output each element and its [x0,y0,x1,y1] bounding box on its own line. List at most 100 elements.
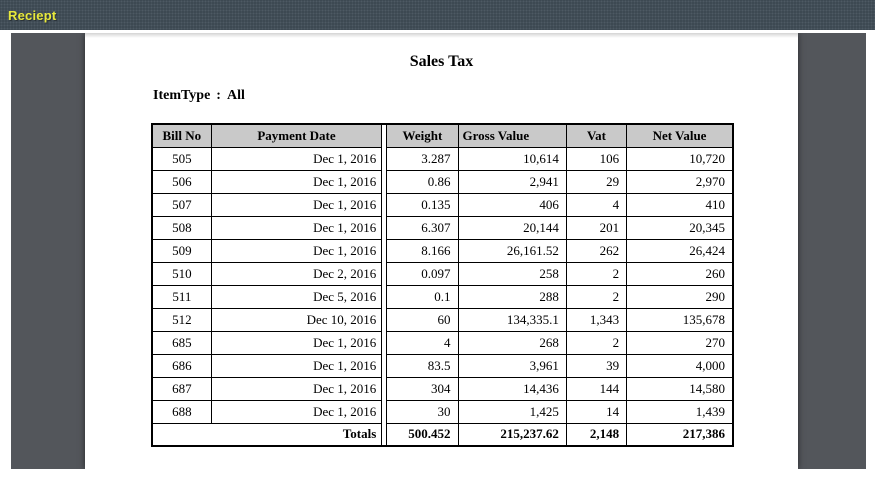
cell-net-value: 2,970 [626,169,734,194]
table-row: 688 Dec 1, 2016 30 1,425 14 1,439 [151,399,734,424]
cell-weight: 3.287 [386,146,459,171]
cell-payment-date: Dec 1, 2016 [210,169,383,194]
table-row: 687 Dec 1, 2016 304 14,436 144 14,580 [151,376,734,401]
cell-bill-no: 505 [151,146,212,171]
cell-bill-no: 688 [151,399,212,424]
cell-payment-date: Dec 1, 2016 [210,330,383,355]
totals-gross-value: 215,237.62 [457,422,567,447]
cell-gross-value: 10,614 [457,146,567,171]
filter-label: ItemType [153,88,211,103]
table-row: 685 Dec 1, 2016 4 268 2 270 [151,330,734,355]
cell-gross-value: 20,144 [457,215,567,240]
cell-bill-no: 687 [151,376,212,401]
table-row: 507 Dec 1, 2016 0.135 406 4 410 [151,192,734,217]
cell-net-value: 14,580 [626,376,734,401]
sales-tax-table: Bill No Payment Date Weight Gross Value … [151,123,734,447]
cell-gross-value: 3,961 [457,353,567,378]
table-row: 511 Dec 5, 2016 0.1 288 2 290 [151,284,734,309]
cell-weight: 30 [386,399,459,424]
cell-net-value: 410 [626,192,734,217]
column-header-net-value: Net Value [626,123,734,148]
cell-payment-date: Dec 1, 2016 [210,215,383,240]
cell-net-value: 20,345 [626,215,734,240]
column-header-vat: Vat [565,123,628,148]
window-titlebar[interactable]: Reciept [0,0,875,30]
cell-bill-no: 506 [151,169,212,194]
cell-net-value: 4,000 [626,353,734,378]
cell-gross-value: 14,436 [457,376,567,401]
cell-payment-date: Dec 1, 2016 [210,399,383,424]
cell-vat: 144 [565,376,628,401]
filter-separator: : [216,88,221,103]
cell-weight: 0.1 [386,284,459,309]
cell-weight: 60 [386,307,459,332]
totals-weight: 500.452 [386,422,459,447]
cell-weight: 4 [386,330,459,355]
cell-payment-date: Dec 1, 2016 [210,238,383,263]
column-header-gross-value: Gross Value [457,123,567,148]
item-type-filter: ItemType: All [153,88,245,104]
cell-bill-no: 507 [151,192,212,217]
cell-weight: 83.5 [386,353,459,378]
table-body: 505 Dec 1, 2016 3.287 10,614 106 10,720 506 Dec… [151,146,734,424]
cell-vat: 39 [565,353,628,378]
cell-payment-date: Dec 5, 2016 [210,284,383,309]
cell-gross-value: 268 [457,330,567,355]
cell-bill-no: 686 [151,353,212,378]
cell-vat: 14 [565,399,628,424]
cell-weight: 0.097 [386,261,459,286]
cell-bill-no: 510 [151,261,212,286]
cell-net-value: 26,424 [626,238,734,263]
cell-payment-date: Dec 1, 2016 [210,146,383,171]
cell-weight: 6.307 [386,215,459,240]
cell-weight: 0.86 [386,169,459,194]
cell-net-value: 1,439 [626,399,734,424]
table-row: 512 Dec 10, 2016 60 134,335.1 1,343 135,678 [151,307,734,332]
column-header-bill-no: Bill No [151,123,212,148]
totals-row: Totals 500.452 215,237.62 2,148 217,386 [151,422,734,447]
cell-vat: 29 [565,169,628,194]
cell-payment-date: Dec 1, 2016 [210,192,383,217]
cell-bill-no: 508 [151,215,212,240]
cell-vat: 2 [565,330,628,355]
column-header-payment-date: Payment Date [210,123,383,148]
filter-value: All [226,88,245,103]
cell-net-value: 135,678 [626,307,734,332]
cell-weight: 304 [386,376,459,401]
cell-gross-value: 134,335.1 [457,307,567,332]
cell-vat: 262 [565,238,628,263]
cell-vat: 4 [565,192,628,217]
table-row: 686 Dec 1, 2016 83.5 3,961 39 4,000 [151,353,734,378]
cell-payment-date: Dec 10, 2016 [210,307,383,332]
cell-vat: 106 [565,146,628,171]
cell-weight: 8.166 [386,238,459,263]
table-row: 509 Dec 1, 2016 8.166 26,161.52 262 26,424 [151,238,734,263]
cell-bill-no: 685 [151,330,212,355]
cell-vat: 2 [565,284,628,309]
totals-net-value: 217,386 [626,422,734,447]
cell-net-value: 270 [626,330,734,355]
report-title: Sales Tax [409,53,474,70]
column-header-weight: Weight [386,123,459,148]
cell-payment-date: Dec 1, 2016 [210,376,383,401]
table-row: 505 Dec 1, 2016 3.287 10,614 106 10,720 [151,146,734,171]
report-page: Sales Tax ItemType: All Bill No Payment D… [85,33,798,469]
window-title: Reciept [8,7,57,23]
table-header-row: Bill No Payment Date Weight Gross Value … [151,123,734,148]
cell-bill-no: 511 [151,284,212,309]
cell-weight: 0.135 [386,192,459,217]
cell-gross-value: 26,161.52 [457,238,567,263]
cell-bill-no: 512 [151,307,212,332]
cell-bill-no: 509 [151,238,212,263]
report-preview-viewport[interactable]: Sales Tax ItemType: All Bill No Payment D… [11,33,866,469]
cell-vat: 1,343 [565,307,628,332]
cell-gross-value: 1,425 [457,399,567,424]
totals-label: Totals [151,422,383,447]
totals-vat: 2,148 [565,422,628,447]
table-row: 506 Dec 1, 2016 0.86 2,941 29 2,970 [151,169,734,194]
cell-gross-value: 288 [457,284,567,309]
cell-gross-value: 406 [457,192,567,217]
cell-vat: 201 [565,215,628,240]
cell-vat: 2 [565,261,628,286]
cell-net-value: 260 [626,261,734,286]
